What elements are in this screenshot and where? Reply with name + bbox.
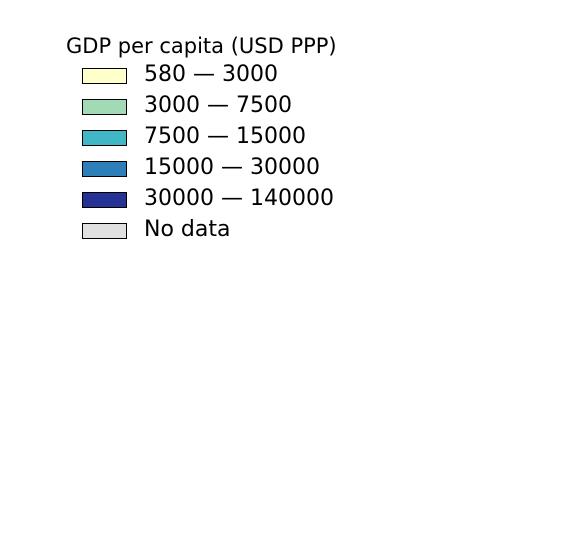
legend-swatch <box>82 161 127 177</box>
legend-label: 580 — 3000 <box>144 62 278 88</box>
legend-swatch <box>82 99 127 115</box>
legend-item: 30000 — 140000 <box>66 188 386 219</box>
legend-item: 580 — 3000 <box>66 64 386 95</box>
legend-swatch <box>82 130 127 146</box>
legend-swatch <box>82 223 127 239</box>
legend-swatch <box>82 68 127 84</box>
legend-label: No data <box>144 217 230 243</box>
legend-label: 7500 — 15000 <box>144 124 306 150</box>
legend-item: No data <box>66 219 386 250</box>
legend-items: 580 — 3000 3000 — 7500 7500 — 15000 1500… <box>66 64 386 250</box>
legend-label: 15000 — 30000 <box>144 155 320 181</box>
legend-item: 7500 — 15000 <box>66 126 386 157</box>
legend-item: 3000 — 7500 <box>66 95 386 126</box>
legend-label: 3000 — 7500 <box>144 93 292 119</box>
legend-swatch <box>82 192 127 208</box>
legend-item: 15000 — 30000 <box>66 157 386 188</box>
legend-label: 30000 — 140000 <box>144 186 334 212</box>
legend-title: GDP per capita (USD PPP) <box>66 33 337 59</box>
